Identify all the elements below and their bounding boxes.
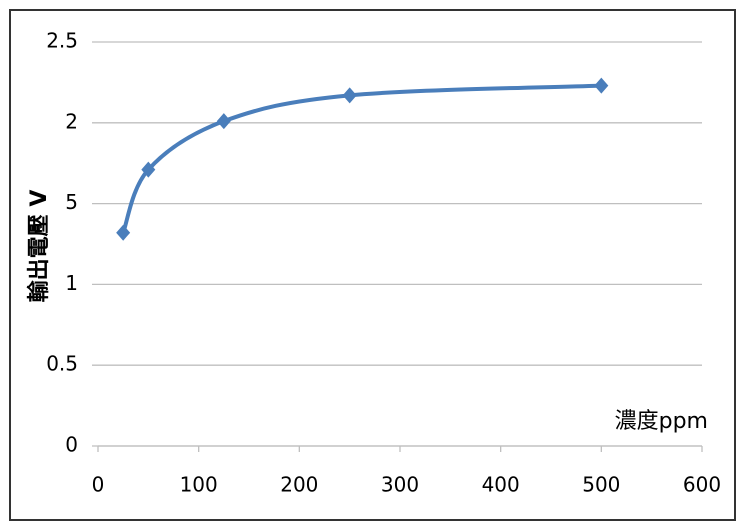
x-tick-label: 100 [180,473,218,497]
x-axis-title: 濃度ppm [615,409,708,434]
chart-border [9,9,736,521]
y-tick-label: 2.5 [46,29,78,53]
x-tick-label: 400 [482,473,520,497]
x-tick-label: 500 [582,473,620,497]
marker [342,87,357,104]
x-tick-label: 200 [280,473,318,497]
marker [216,113,231,130]
y-tick-label: 0 [65,433,78,457]
marker [141,161,156,178]
y-tick-label: 5 [65,190,78,214]
y-tick-label: 1 [65,271,78,295]
line [121,83,602,234]
marker [116,224,131,241]
x-tick-label: 300 [381,473,419,497]
marker [594,77,609,94]
y-tick-label: 2 [65,109,78,133]
x-tick-label: 600 [683,473,721,497]
y-tick-label: 0.5 [46,352,78,376]
y-axis-title: 輸出電壓 V [26,190,52,303]
x-tick-label: 0 [92,473,105,497]
